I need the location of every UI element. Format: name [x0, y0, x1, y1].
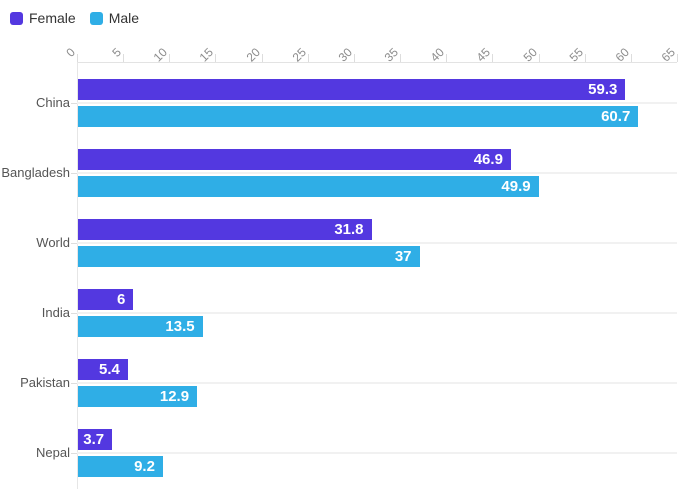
bar-male-bangladesh[interactable]: 49.9 — [78, 176, 539, 197]
x-tick — [307, 54, 309, 62]
category-label: Bangladesh — [1, 165, 70, 180]
bar-value-label: 9.2 — [134, 458, 155, 475]
category-tick — [71, 173, 77, 174]
bar-male-world[interactable]: 37 — [78, 246, 420, 267]
x-tick — [169, 54, 171, 62]
bar-value-label: 37 — [394, 248, 412, 265]
x-axis-line — [77, 62, 677, 63]
legend-swatch-icon — [89, 11, 103, 25]
category-label: World — [36, 235, 70, 250]
legend-item[interactable]: Male — [89, 9, 140, 27]
bar-value-label: 13.5 — [165, 318, 195, 335]
row-gridline — [77, 242, 677, 244]
category-label: India — [41, 305, 70, 320]
x-tick — [77, 54, 78, 62]
x-tick — [400, 54, 402, 62]
bar-female-world[interactable]: 31.8 — [78, 219, 372, 240]
bar-value-label: 31.8 — [334, 221, 364, 238]
x-tick — [677, 54, 678, 62]
bar-male-pakistan[interactable]: 12.9 — [78, 386, 198, 407]
x-tick — [492, 54, 494, 62]
x-tick — [123, 54, 125, 62]
x-tick — [353, 54, 355, 62]
x-tick-label: 5 — [109, 45, 125, 60]
bar-value-label: 5.4 — [98, 361, 120, 378]
category-tick — [71, 453, 77, 454]
row-gridline — [77, 452, 677, 454]
row-gridline — [77, 102, 677, 104]
bar-female-india[interactable]: 6 — [78, 289, 134, 310]
bar-female-bangladesh[interactable]: 46.9 — [78, 149, 511, 170]
x-tick — [630, 54, 632, 62]
row-gridline — [77, 172, 677, 174]
category-label: Nepal — [36, 445, 70, 460]
legend-label: Female — [29, 10, 76, 26]
bar-female-nepal[interactable]: 3.7 — [78, 429, 113, 450]
x-tick-label: 0 — [63, 45, 78, 60]
y-axis-line — [77, 62, 78, 489]
category-label: China — [36, 95, 70, 110]
bar-value-label: 46.9 — [473, 151, 503, 168]
bar-female-pakistan[interactable]: 5.4 — [78, 359, 128, 380]
legend-label: Male — [108, 10, 140, 26]
x-tick — [261, 54, 263, 62]
bar-value-label: 12.9 — [159, 388, 190, 405]
bar-female-china[interactable]: 59.3 — [78, 79, 626, 100]
row-gridline — [77, 312, 677, 314]
bar-value-label: 6 — [117, 291, 126, 308]
x-tick — [215, 54, 217, 62]
category-tick — [71, 383, 77, 384]
bar-male-china[interactable]: 60.7 — [78, 106, 639, 127]
category-tick — [71, 103, 77, 104]
category-tick — [71, 243, 77, 244]
x-tick — [446, 54, 448, 62]
legend-swatch-icon — [10, 11, 23, 25]
x-tick — [538, 54, 540, 62]
legend: Female Male — [10, 9, 139, 27]
row-gridline — [77, 382, 677, 384]
bar-male-india[interactable]: 13.5 — [78, 316, 203, 337]
bar-value-label: 59.3 — [588, 81, 618, 98]
bar-male-nepal[interactable]: 9.2 — [78, 456, 163, 477]
x-tick — [584, 54, 586, 62]
category-label: Pakistan — [20, 375, 70, 390]
legend-item[interactable]: Female — [10, 9, 76, 27]
category-tick — [71, 313, 77, 314]
bar-value-label: 3.7 — [83, 431, 105, 448]
bar-value-label: 49.9 — [501, 178, 531, 195]
bar-value-label: 60.7 — [601, 108, 631, 125]
